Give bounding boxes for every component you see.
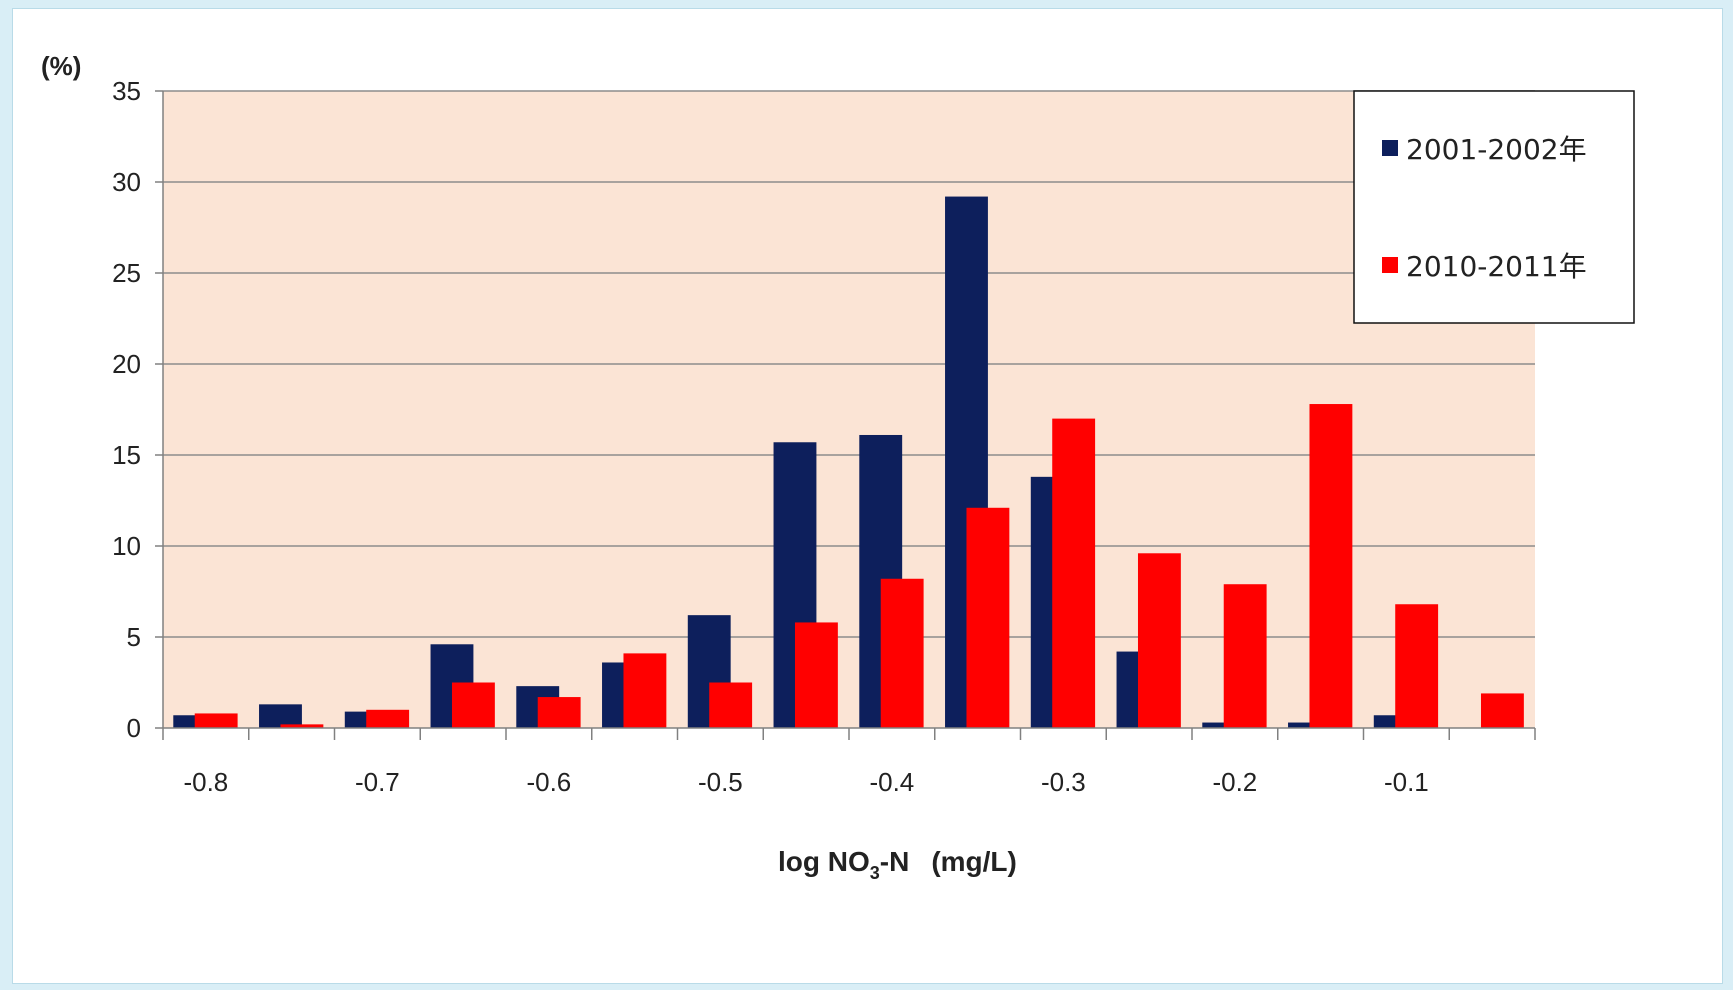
y-tick-label: 15 xyxy=(112,440,141,470)
y-tick-label: 5 xyxy=(127,622,141,652)
y-tick-label: 20 xyxy=(112,349,141,379)
bar-series2 xyxy=(1480,693,1524,728)
bar-series2 xyxy=(366,709,410,728)
legend-swatch-2010-2011 xyxy=(1382,257,1398,273)
bar-series2 xyxy=(880,578,924,728)
x-axis-label-subscript: 3 xyxy=(870,863,880,883)
bar-series2 xyxy=(1395,604,1439,728)
chart-frame: 0 5 10 15 20 25 30 35 -0.8 -0.7 -0.6 -0.5 -0.4 -0.3-… xyxy=(12,8,1723,984)
y-tick-label: 30 xyxy=(112,167,141,197)
gridlines xyxy=(163,90,1535,638)
bar-series2 xyxy=(194,713,238,728)
bar-series2 xyxy=(709,682,753,728)
bar-series2 xyxy=(623,653,667,728)
bar-series1 xyxy=(259,704,302,728)
axes xyxy=(155,90,1536,740)
x-tick-label: -0.4 xyxy=(869,767,914,797)
x-tick-labels: -0.8 -0.7 -0.6 -0.5 -0.4 -0.3 -0.2 -0.1 xyxy=(183,767,1428,797)
bar-series2 xyxy=(451,682,495,728)
legend: 2001-2002年 2010-2011年 xyxy=(1353,90,1635,324)
x-tick-label: -0.2 xyxy=(1212,767,1257,797)
x-tick-label: -0.7 xyxy=(355,767,400,797)
legend-label-2010-2011: 2010-2011年 xyxy=(1406,250,1587,283)
bars xyxy=(173,196,1524,728)
x-tick-label: -0.6 xyxy=(526,767,571,797)
bar-series2 xyxy=(1309,404,1353,728)
bar-series2 xyxy=(1052,418,1096,728)
legend-swatch-2001-2002 xyxy=(1382,140,1398,156)
x-tick-label: -0.3 xyxy=(1041,767,1086,797)
y-tick-labels: 0 5 10 15 20 25 30 35 xyxy=(112,76,141,743)
x-axis-label: log NO3-N (mg/L) xyxy=(778,846,1017,883)
x-axis-label-prefix: log NO xyxy=(778,846,870,877)
y-tick-label: 0 xyxy=(127,713,141,743)
y-tick-label: 25 xyxy=(112,258,141,288)
x-axis-label-suffix: -N xyxy=(880,846,910,877)
x-tick-label: -0.5 xyxy=(698,767,743,797)
bar-series2 xyxy=(1137,553,1181,728)
y-axis-unit: (%) xyxy=(41,51,81,81)
x-tick-label: -0.8 xyxy=(183,767,228,797)
x-tick-label: -0.1 xyxy=(1384,767,1429,797)
bar-series2 xyxy=(794,622,838,728)
legend-box xyxy=(1353,90,1635,324)
legend-label-2001-2002: 2001-2002年 xyxy=(1406,133,1587,166)
bar-series2 xyxy=(966,507,1010,728)
plot-area xyxy=(163,91,1535,728)
y-tick-label: 35 xyxy=(112,76,141,106)
x-axis-label-unit: (mg/L) xyxy=(931,846,1017,877)
bar-series2 xyxy=(280,724,324,728)
y-tick-label: 10 xyxy=(112,531,141,561)
bar-series2 xyxy=(537,697,581,728)
bar-series2 xyxy=(1223,584,1267,728)
